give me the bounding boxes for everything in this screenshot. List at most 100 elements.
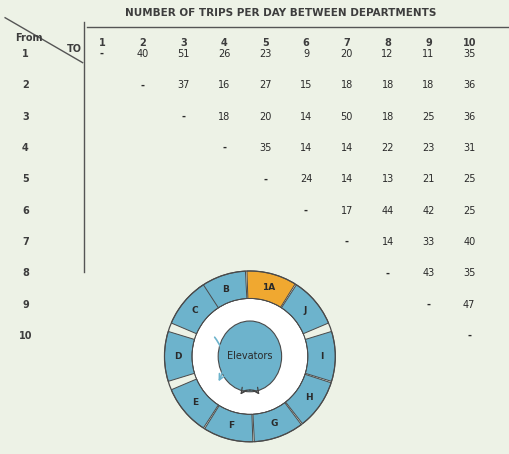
Text: 1A: 1A [261,283,274,291]
Text: 20: 20 [259,112,271,122]
Text: -: - [181,112,185,122]
Text: 13: 13 [381,174,393,184]
Text: 4: 4 [220,38,228,48]
Text: 42: 42 [421,206,434,216]
Wedge shape [281,285,328,334]
Text: E: E [191,398,197,407]
Text: 9: 9 [302,49,308,59]
Text: 10: 10 [19,331,32,341]
Text: 21: 21 [421,174,434,184]
Text: 40: 40 [462,237,474,247]
Text: 18: 18 [218,112,230,122]
Text: 25: 25 [462,206,474,216]
Wedge shape [246,271,295,307]
Text: 47: 47 [462,300,474,310]
Text: 16: 16 [218,80,230,90]
Text: 35: 35 [462,49,474,59]
Text: -: - [222,143,226,153]
Text: 5: 5 [22,174,29,184]
Text: -: - [344,237,348,247]
Text: -: - [140,80,145,90]
Text: 9: 9 [22,300,29,310]
Text: 10: 10 [462,38,475,48]
Text: 18: 18 [340,80,352,90]
Text: I: I [319,352,323,361]
Text: 4: 4 [22,143,29,153]
Text: 37: 37 [177,80,189,90]
Wedge shape [191,298,307,415]
Text: 7: 7 [22,237,29,247]
Text: 15: 15 [299,80,312,90]
Text: 50: 50 [340,112,352,122]
Text: -: - [263,174,267,184]
Text: J: J [302,306,306,315]
Text: 11: 11 [421,49,434,59]
Text: -: - [466,331,470,341]
Text: F: F [228,421,234,430]
Text: 2: 2 [139,38,146,48]
Text: 33: 33 [421,237,434,247]
Text: TO: TO [66,44,81,54]
Text: Elevators: Elevators [227,351,272,361]
Text: 14: 14 [299,143,312,153]
Text: 36: 36 [462,80,474,90]
Text: 14: 14 [299,112,312,122]
Text: 36: 36 [462,112,474,122]
Text: 18: 18 [381,80,393,90]
Text: 8: 8 [383,38,390,48]
Text: 51: 51 [177,49,189,59]
Text: 26: 26 [218,49,230,59]
Text: 18: 18 [421,80,434,90]
Text: 14: 14 [340,174,352,184]
Text: 27: 27 [259,80,271,90]
Text: B: B [221,285,229,294]
Wedge shape [198,271,246,310]
Wedge shape [171,285,218,334]
Text: 23: 23 [259,49,271,59]
Ellipse shape [218,321,281,392]
Text: 3: 3 [22,112,29,122]
Text: G: G [270,419,277,428]
Text: 35: 35 [462,268,474,278]
Text: D: D [174,352,182,361]
Wedge shape [171,379,218,428]
Text: 25: 25 [421,112,434,122]
Text: 6: 6 [22,206,29,216]
Text: 31: 31 [462,143,474,153]
Text: 17: 17 [340,206,352,216]
Text: 25: 25 [462,174,474,184]
Text: 43: 43 [421,268,434,278]
Text: NUMBER OF TRIPS PER DAY BETWEEN DEPARTMENTS: NUMBER OF TRIPS PER DAY BETWEEN DEPARTME… [125,8,435,18]
Text: 18: 18 [381,112,393,122]
Text: 7: 7 [343,38,350,48]
Text: 23: 23 [421,143,434,153]
Text: -: - [385,268,389,278]
Text: 14: 14 [381,237,393,247]
Text: 35: 35 [259,143,271,153]
Text: -: - [100,49,104,59]
Text: 40: 40 [136,49,149,59]
Text: 12: 12 [381,49,393,59]
Wedge shape [285,374,330,424]
Text: 22: 22 [381,143,393,153]
Text: 9: 9 [424,38,431,48]
Text: -: - [303,206,307,216]
Text: H: H [304,393,312,402]
Text: 1: 1 [22,49,29,59]
Wedge shape [204,405,252,442]
Text: 20: 20 [340,49,352,59]
Text: 3: 3 [180,38,187,48]
Text: 5: 5 [261,38,268,48]
Wedge shape [164,331,194,381]
Text: 14: 14 [340,143,352,153]
Text: 2: 2 [22,80,29,90]
Wedge shape [305,331,334,381]
Text: 1: 1 [98,38,105,48]
Text: 8: 8 [22,268,29,278]
Wedge shape [252,403,301,442]
Text: 44: 44 [381,206,393,216]
Text: -: - [426,300,430,310]
Text: 24: 24 [299,174,312,184]
Text: 6: 6 [302,38,309,48]
Text: From: From [15,33,43,43]
